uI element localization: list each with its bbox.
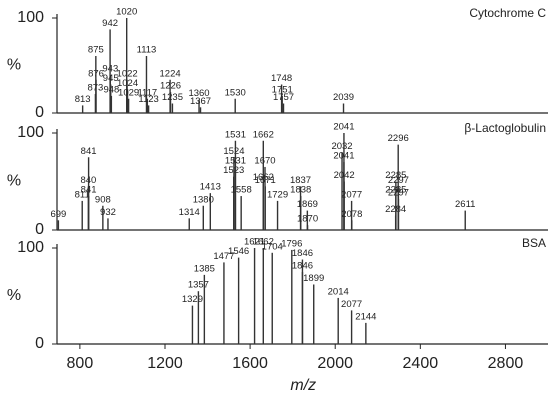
peak-label: 1662 bbox=[253, 237, 274, 248]
peak-label: 841 bbox=[81, 146, 97, 157]
peak-label: 1235 bbox=[162, 92, 183, 103]
peak-label: 2077 bbox=[341, 299, 362, 310]
peak-label: 1020 bbox=[116, 7, 137, 18]
peak-label: 2144 bbox=[355, 311, 376, 322]
peak-label: 1477 bbox=[213, 251, 234, 262]
peak-label: 2285 bbox=[385, 185, 406, 196]
x-tick-label: 800 bbox=[67, 355, 94, 372]
peak-label: 1024 bbox=[117, 78, 138, 89]
peak-label: 1530 bbox=[225, 87, 246, 98]
peak-label: 1869 bbox=[297, 199, 318, 210]
peak-label: 1531 bbox=[225, 155, 246, 166]
peak-label: 1671 bbox=[255, 175, 276, 186]
peak-label: 945 bbox=[103, 73, 119, 84]
peak-label: 1796 bbox=[281, 238, 302, 249]
peak-label: 1029 bbox=[118, 87, 139, 98]
peak-label: 942 bbox=[102, 18, 118, 29]
peak-label: 2014 bbox=[328, 286, 349, 297]
x-tick-label: 1200 bbox=[147, 355, 183, 372]
x-axis-label: m/z bbox=[290, 377, 316, 394]
peak-label: 948 bbox=[103, 84, 119, 95]
peak-label: 1704 bbox=[262, 241, 283, 252]
peak-label: 2039 bbox=[333, 92, 354, 103]
x-tick-label: 1600 bbox=[232, 355, 268, 372]
peak-label: 1729 bbox=[267, 189, 288, 200]
peak-label: 2297 bbox=[388, 175, 409, 186]
peak-label: 1621 bbox=[244, 237, 265, 248]
peak-label: 1670 bbox=[254, 155, 275, 166]
peak-label: 811 bbox=[75, 189, 90, 200]
peak-label: 1117 bbox=[137, 87, 157, 98]
peak-label: 1360 bbox=[188, 88, 209, 99]
peak-label: 1757 bbox=[273, 92, 294, 103]
panel-title: β-Lactoglobulin bbox=[464, 121, 546, 135]
peak-label: 2041 bbox=[333, 122, 354, 133]
peak-label: 2285 bbox=[385, 170, 406, 181]
y-tick-label: 100 bbox=[17, 9, 44, 26]
y-tick-label: 0 bbox=[35, 335, 44, 352]
y-tick-label: 100 bbox=[17, 239, 44, 256]
peak-label: 1226 bbox=[160, 81, 181, 92]
peak-label: 2297 bbox=[388, 187, 409, 198]
peak-label: 2611 bbox=[455, 199, 475, 210]
panel-title: BSA bbox=[522, 236, 546, 250]
peak-label: 699 bbox=[50, 209, 66, 220]
peak-label: 1846 bbox=[292, 261, 313, 272]
y-tick-label: 0 bbox=[35, 104, 44, 121]
y-tick-label: 100 bbox=[17, 124, 44, 141]
peak-label: 1546 bbox=[228, 246, 249, 257]
peak-label: 1838 bbox=[290, 185, 311, 196]
y-tick-label: 0 bbox=[35, 221, 44, 238]
peak-label: 2042 bbox=[334, 170, 355, 181]
peak-label: 1380 bbox=[193, 194, 214, 205]
peak-label: 841 bbox=[81, 185, 97, 196]
x-tick-label: 2800 bbox=[488, 355, 524, 372]
peak-label: 1357 bbox=[188, 280, 209, 291]
peak-label: 1870 bbox=[297, 214, 318, 225]
peak-label: 932 bbox=[100, 207, 116, 218]
peak-label: 2032 bbox=[331, 141, 352, 152]
peak-label: 1314 bbox=[179, 207, 200, 218]
peak-label: 1662 bbox=[253, 172, 274, 183]
panel-title: Cytochrome C bbox=[469, 6, 546, 20]
peak-label: 1751 bbox=[272, 84, 293, 95]
peak-label: 2041 bbox=[333, 151, 354, 162]
y-axis-label: % bbox=[7, 173, 21, 190]
peak-label: 1524 bbox=[223, 146, 244, 157]
peak-label: 2296 bbox=[388, 133, 409, 144]
y-axis-label: % bbox=[7, 57, 21, 74]
peak-label: 1899 bbox=[303, 273, 324, 284]
peak-label: 1531 bbox=[225, 129, 246, 140]
peak-label: 1748 bbox=[271, 73, 292, 84]
peak-label: 875 bbox=[88, 45, 104, 56]
peak-label: 1113 bbox=[137, 45, 157, 56]
peak-label: 1367 bbox=[190, 96, 211, 107]
peak-label: 1662 bbox=[253, 129, 274, 140]
peak-label: 1837 bbox=[290, 175, 311, 186]
peak-label: 813 bbox=[75, 94, 91, 105]
peak-label: 1413 bbox=[200, 182, 221, 193]
peak-label: 1846 bbox=[292, 248, 313, 259]
x-tick-label: 2400 bbox=[403, 355, 439, 372]
peak-label: 2078 bbox=[341, 209, 362, 220]
peak-label: 1123 bbox=[138, 94, 158, 105]
peak-label: 1558 bbox=[231, 185, 252, 196]
peak-label: 943 bbox=[102, 64, 118, 75]
x-tick-label: 2000 bbox=[317, 355, 353, 372]
y-axis-label: % bbox=[7, 287, 21, 304]
peak-label: 2077 bbox=[341, 189, 362, 200]
peak-label: 1022 bbox=[117, 68, 138, 79]
peak-label: 1224 bbox=[160, 68, 181, 79]
peak-label: 908 bbox=[95, 194, 111, 205]
peak-label: 1385 bbox=[194, 263, 215, 274]
peak-label: 1329 bbox=[182, 294, 203, 305]
